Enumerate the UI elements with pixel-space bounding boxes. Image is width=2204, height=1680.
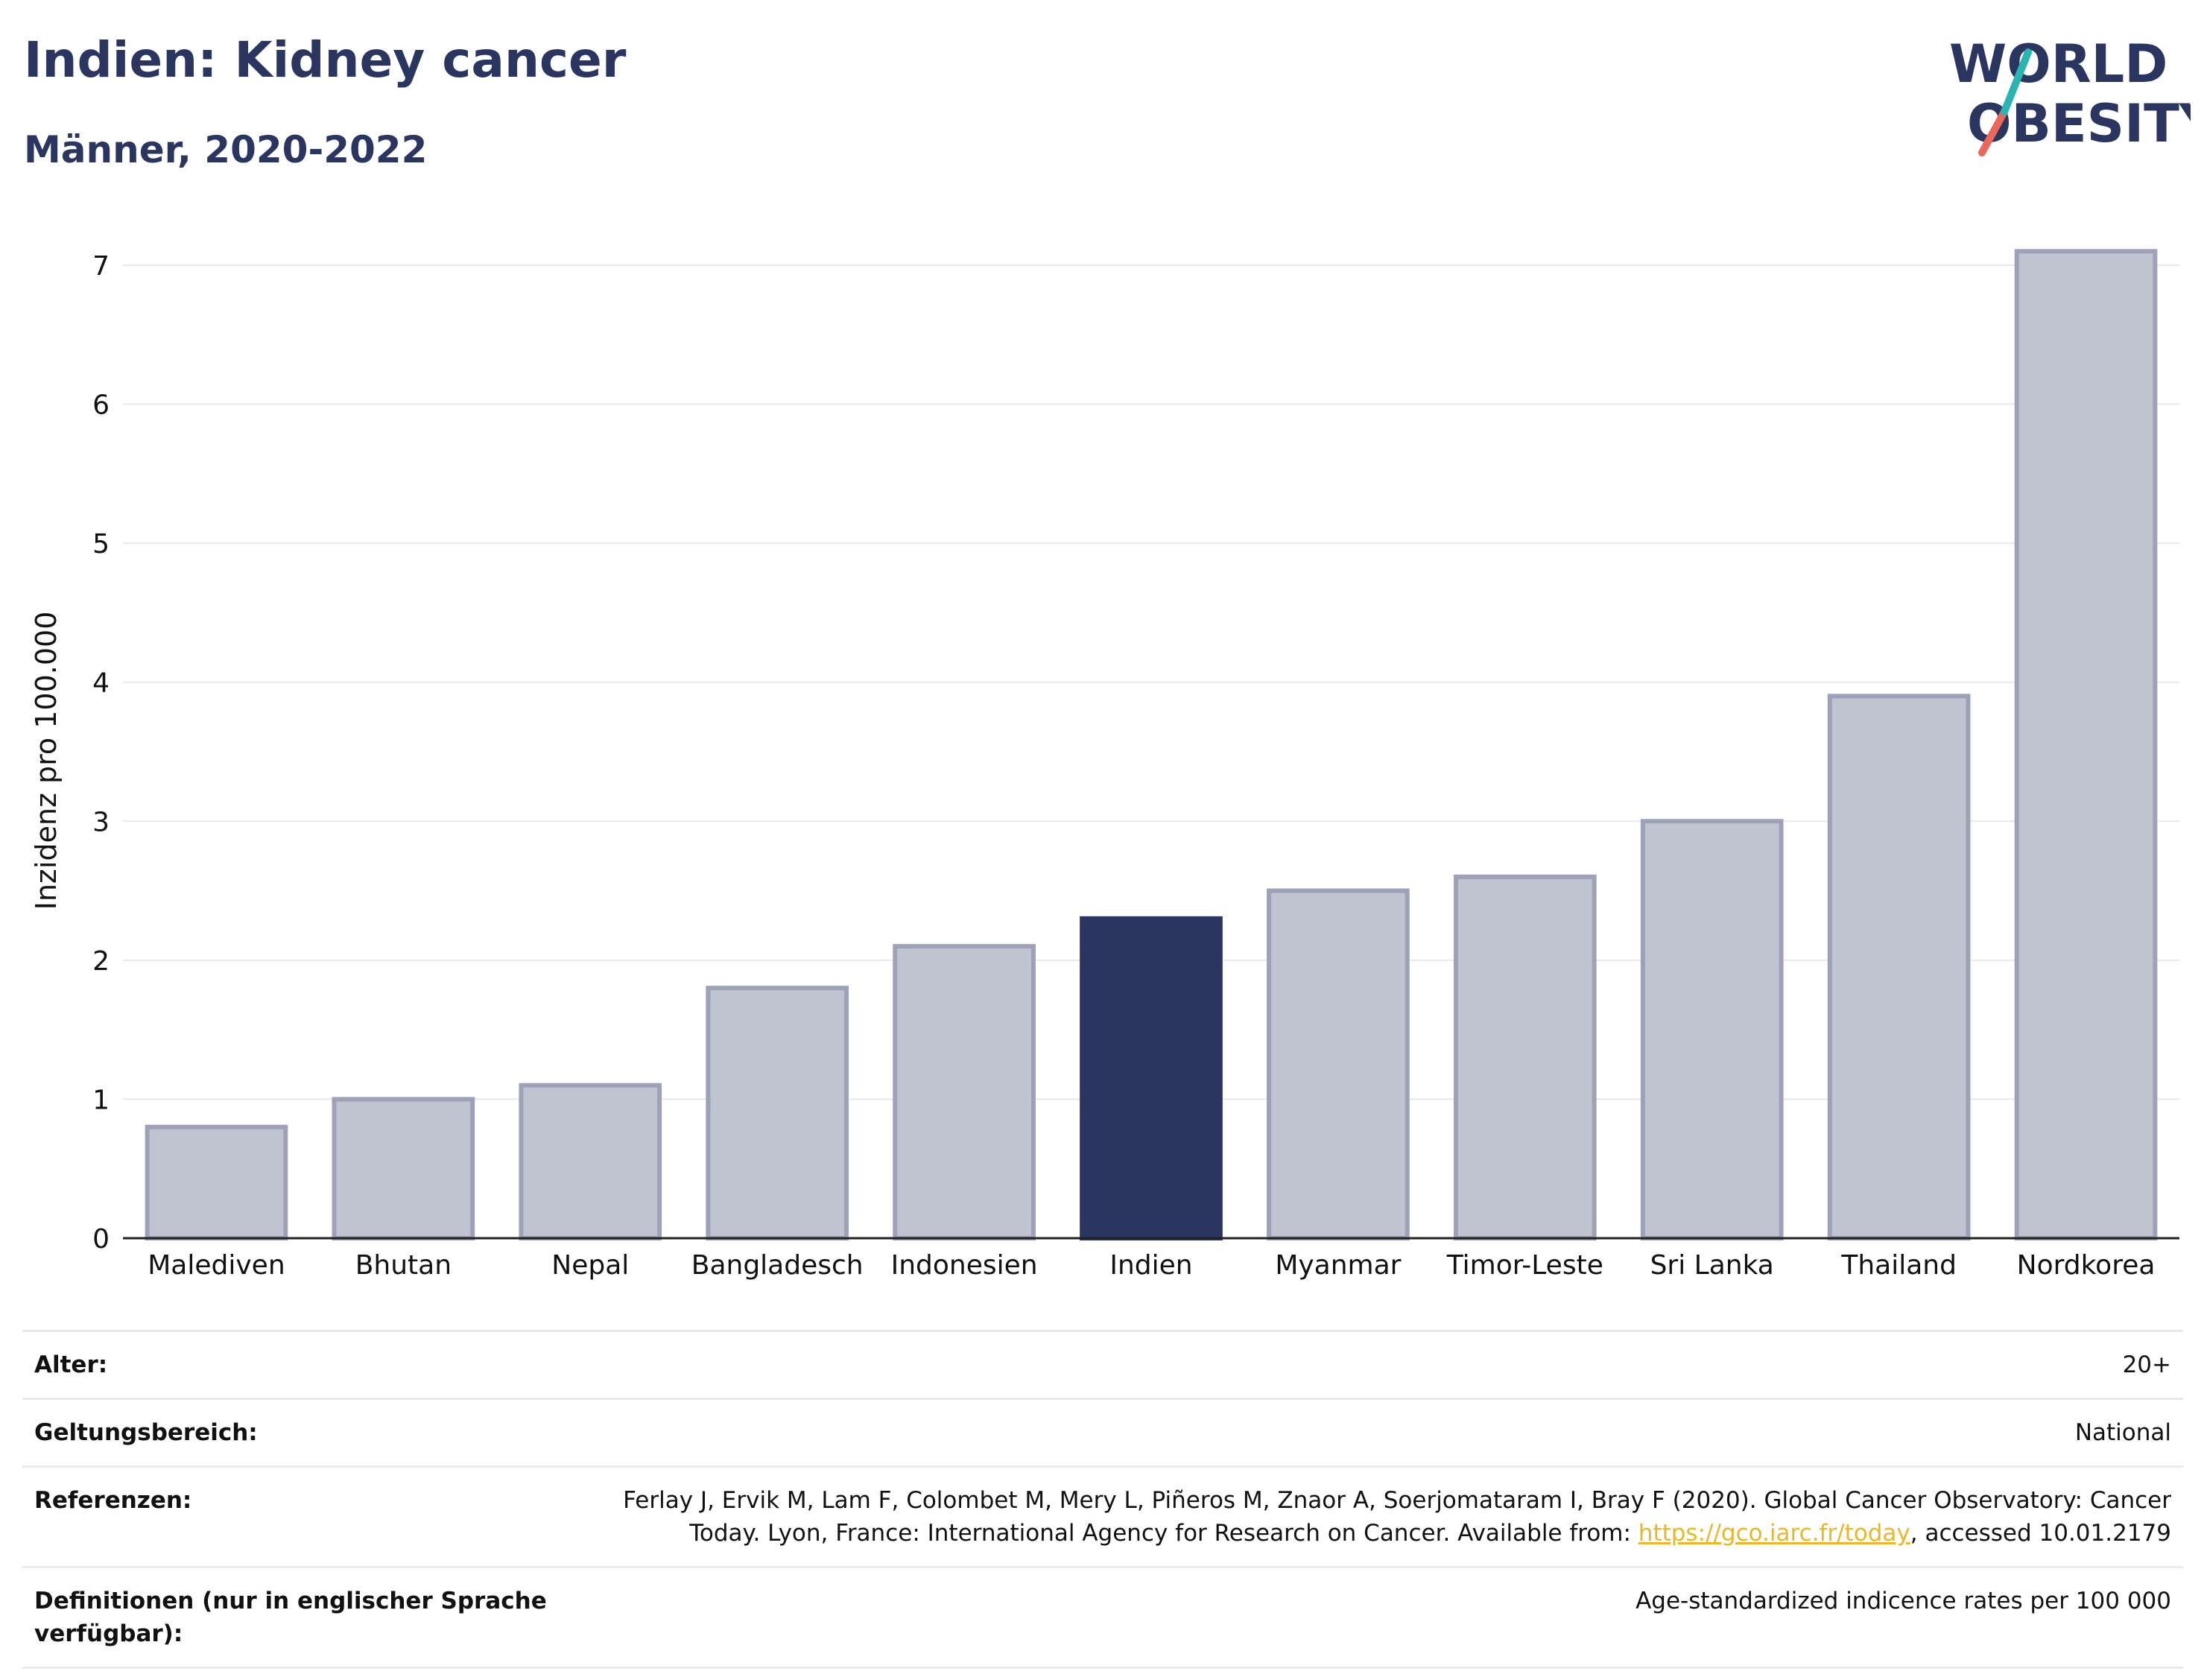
x-tick-label: Indonesien — [891, 1250, 1038, 1281]
logo-line-1: WORLD — [1949, 34, 2167, 95]
bar-myanmar — [1267, 888, 1410, 1240]
info-value: Age-standardized indicence rates per 100… — [583, 1566, 2183, 1669]
bar-nepal — [519, 1083, 662, 1240]
logo-slash-teal — [2001, 48, 2032, 115]
bar-indien — [1080, 916, 1223, 1240]
bar-nordkorea — [2014, 249, 2158, 1241]
info-table: Alter: 20+ Geltungsbereich: National Ref… — [22, 1330, 2183, 1669]
reference-accessed: , accessed 10.01.2179 — [1910, 1520, 2171, 1547]
info-key: Referenzen: — [22, 1465, 583, 1568]
bar-timor-leste — [1453, 874, 1597, 1240]
bars — [145, 249, 2158, 1241]
info-row-definitions: Definitionen (nur in englischer Sprache … — [22, 1566, 2183, 1669]
info-key: Definitionen (nur in englischer Sprache … — [22, 1566, 583, 1669]
info-row-scope: Geltungsbereich: National — [22, 1398, 2183, 1467]
reference-link[interactable]: https://gco.iarc.fr/today — [1638, 1520, 1910, 1547]
info-key: Alter: — [22, 1330, 583, 1399]
x-tick-label: Malediven — [148, 1250, 285, 1281]
x-tick-label: Nordkorea — [2017, 1250, 2156, 1281]
x-tick-label: Indien — [1109, 1250, 1192, 1281]
y-tick-label: 7 — [92, 251, 110, 282]
y-tick-label: 4 — [92, 668, 110, 699]
info-value: National — [583, 1398, 2183, 1467]
info-row-age: Alter: 20+ — [22, 1330, 2183, 1399]
y-tick-label: 1 — [92, 1085, 110, 1115]
bar-malediven — [145, 1124, 288, 1241]
x-tick-label: Myanmar — [1275, 1250, 1401, 1281]
bar-bangladesch — [706, 986, 849, 1241]
bar-chart: 0 1 2 3 4 5 6 7 Malediven Bhutan Nepal Bangladesch… — [30, 249, 2179, 1281]
info-row-references: Referenzen: Ferlay J, Ervik M, Lam F, Co… — [22, 1465, 2183, 1568]
bar-bhutan — [332, 1097, 475, 1241]
bar-thailand — [1827, 694, 1971, 1240]
info-value: Ferlay J, Ervik M, Lam F, Colombet M, Me… — [583, 1465, 2183, 1568]
y-tick-label: 3 — [92, 807, 110, 837]
x-tick-label: Thailand — [1840, 1250, 1957, 1281]
bar-sri-lanka — [1640, 819, 1784, 1240]
y-axis-title: Inzidenz pro 100.000 — [30, 612, 63, 910]
chart-subtitle: Männer, 2020-2022 — [24, 128, 428, 171]
y-tick-labels: 0 1 2 3 4 5 6 7 — [92, 251, 110, 1255]
y-tick-label: 6 — [92, 390, 110, 421]
x-tick-label: Bangladesch — [691, 1250, 864, 1281]
reference-text: Ferlay J, Ervik M, Lam F, Colombet M, Me… — [623, 1487, 2171, 1547]
x-tick-label: Timor-Leste — [1446, 1250, 1603, 1281]
y-tick-label: 2 — [92, 946, 110, 977]
y-tick-label: 5 — [92, 529, 110, 560]
bar-indonesien — [893, 944, 1036, 1240]
x-tick-label: Sri Lanka — [1650, 1250, 1774, 1281]
chart-title: Indien: Kidney cancer — [24, 31, 627, 89]
y-tick-label: 0 — [92, 1224, 110, 1255]
info-value: 20+ — [583, 1330, 2183, 1399]
world-obesity-logo: WORLD OBESITY — [1949, 34, 2191, 156]
logo-slash-red — [1978, 108, 2008, 156]
x-tick-labels: Malediven Bhutan Nepal Bangladesch Indonesie… — [148, 1250, 2155, 1281]
x-tick-label: Bhutan — [355, 1250, 452, 1281]
info-key: Geltungsbereich: — [22, 1398, 583, 1467]
x-tick-label: Nepal — [551, 1250, 629, 1281]
